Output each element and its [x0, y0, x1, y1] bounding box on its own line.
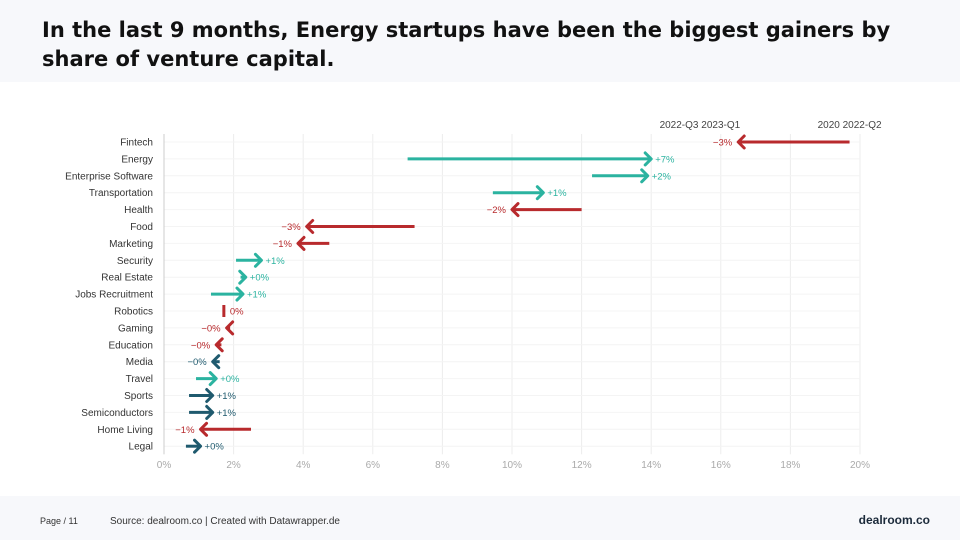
category-label: Robotics	[114, 307, 153, 318]
x-tick-label: 18%	[780, 460, 800, 471]
value-label: +0%	[250, 273, 270, 284]
category-label: Gaming	[118, 323, 153, 334]
arrow-head	[640, 168, 650, 184]
arrow-head	[199, 421, 209, 437]
value-label: −3%	[713, 138, 733, 149]
value-label: 0%	[230, 307, 244, 318]
category-label: Jobs Recruitment	[75, 290, 153, 301]
value-label: −1%	[273, 239, 293, 250]
x-tick-label: 6%	[366, 460, 381, 471]
value-label: −0%	[201, 323, 221, 334]
arrow-head	[205, 388, 215, 403]
arrow-head	[214, 337, 224, 353]
category-label: Education	[109, 340, 153, 351]
arrow-head	[643, 151, 653, 167]
category-label: Marketing	[109, 239, 153, 250]
x-tick-label: 8%	[435, 460, 450, 471]
value-label: +1%	[217, 391, 237, 402]
arrow-head	[296, 235, 306, 251]
x-tick-label: 10%	[502, 460, 522, 471]
arrow-head	[235, 286, 245, 302]
value-label: +0%	[205, 442, 225, 453]
source-note: Source: dealroom.co | Created with Dataw…	[110, 516, 340, 527]
value-label: +1%	[247, 290, 267, 301]
header-start-period: 2020 2022-Q2	[818, 120, 882, 131]
arrow-head	[238, 269, 248, 285]
value-label: −2%	[487, 205, 507, 216]
value-label: −0%	[187, 357, 207, 368]
x-tick-label: 4%	[296, 460, 311, 471]
category-label: Semiconductors	[81, 408, 153, 419]
x-tick-label: 20%	[850, 460, 870, 471]
category-label: Sports	[124, 391, 153, 402]
arrow-head	[205, 404, 215, 420]
arrow-head	[736, 134, 746, 150]
value-label: +2%	[652, 171, 672, 182]
category-label: Fintech	[120, 138, 153, 149]
category-label: Real Estate	[101, 273, 153, 284]
category-label: Health	[124, 205, 153, 216]
arrow-head	[225, 320, 235, 336]
value-label: +7%	[655, 154, 675, 165]
dealroom-logo: dealroom.co	[858, 513, 930, 527]
arrow-head	[208, 371, 218, 387]
header-band	[0, 0, 960, 82]
x-tick-label: 2%	[226, 460, 241, 471]
arrow-head	[305, 219, 315, 234]
category-label: Home Living	[97, 425, 153, 436]
category-label: Energy	[121, 154, 153, 165]
x-tick-label: 12%	[572, 460, 592, 471]
value-label: +1%	[265, 256, 285, 267]
page-number: Page / 11	[40, 516, 78, 526]
arrow-head	[510, 202, 520, 218]
category-label: Legal	[129, 442, 153, 453]
value-label: +0%	[220, 374, 240, 385]
category-label: Security	[117, 256, 153, 267]
value-label: +1%	[217, 408, 237, 419]
category-label: Transportation	[89, 188, 153, 199]
page-title: In the last 9 months, Energy startups ha…	[42, 18, 891, 71]
arrow-head	[211, 354, 221, 370]
footer-band	[0, 496, 960, 540]
value-label: −1%	[175, 425, 195, 436]
header-end-period: 2022-Q3 2023-Q1	[660, 120, 741, 131]
x-tick-label: 0%	[157, 460, 172, 471]
value-label: +1%	[547, 188, 567, 199]
category-label: Food	[130, 222, 153, 233]
value-label: −3%	[281, 222, 301, 233]
category-label: Media	[126, 357, 154, 368]
category-label: Enterprise Software	[65, 171, 153, 182]
arrow-head	[193, 438, 203, 454]
x-tick-label: 16%	[711, 460, 731, 471]
arrow-head	[535, 185, 545, 201]
arrow-head	[253, 252, 263, 268]
category-label: Travel	[126, 374, 153, 385]
value-label: −0%	[191, 340, 211, 351]
x-tick-label: 14%	[641, 460, 661, 471]
